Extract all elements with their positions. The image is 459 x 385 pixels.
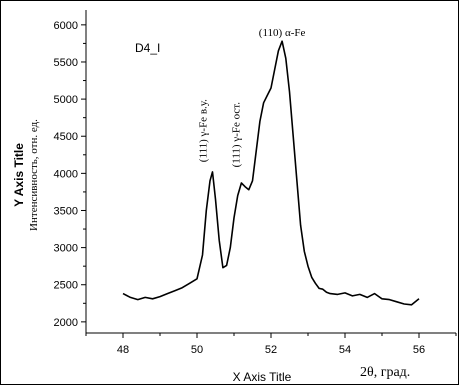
y-tick-label: 2500 [54,280,78,292]
y-axis-title: Y Axis Title [12,143,26,207]
peak-label: (111) γ-Fe в.у. [197,99,209,162]
y-tick-label: 4000 [54,168,78,180]
data-line [122,40,420,306]
y-tick-label: 5500 [54,57,78,69]
x-axis-title: X Axis Title [233,370,292,384]
y-tick-label: 6000 [54,20,78,32]
peak-label: (111) γ-Fe ост. [231,102,243,168]
x-tick-label: 54 [339,344,351,356]
x-tick-label: 52 [265,344,277,356]
y-tick-label: 2000 [54,317,78,329]
x-tick-label: 50 [191,344,203,356]
x-ticks: 48 50 52 54 56 [85,333,457,356]
x-tick-label: 56 [413,344,425,356]
y-tick-label: 3500 [54,205,78,217]
y-axis-title-alt: Интенсивность, отн. ед. [28,119,40,231]
y-tick-label: 4500 [54,131,78,143]
y-tick-label: 3000 [54,243,78,255]
peak-annotations: (111) γ-Fe в.у. (111) γ-Fe ост. (110) α-Fe [197,27,305,167]
x-tick-label: 48 [117,344,129,356]
y-tick-label: 5000 [54,94,78,106]
peak-label: (110) α-Fe [259,27,306,39]
y-ticks: 2000 2500 3000 3500 4000 4500 5000 5500 6000 [54,20,86,329]
x-axis-title-alt: 2θ, град. [360,365,410,380]
chart-title: D4_I [135,41,160,55]
